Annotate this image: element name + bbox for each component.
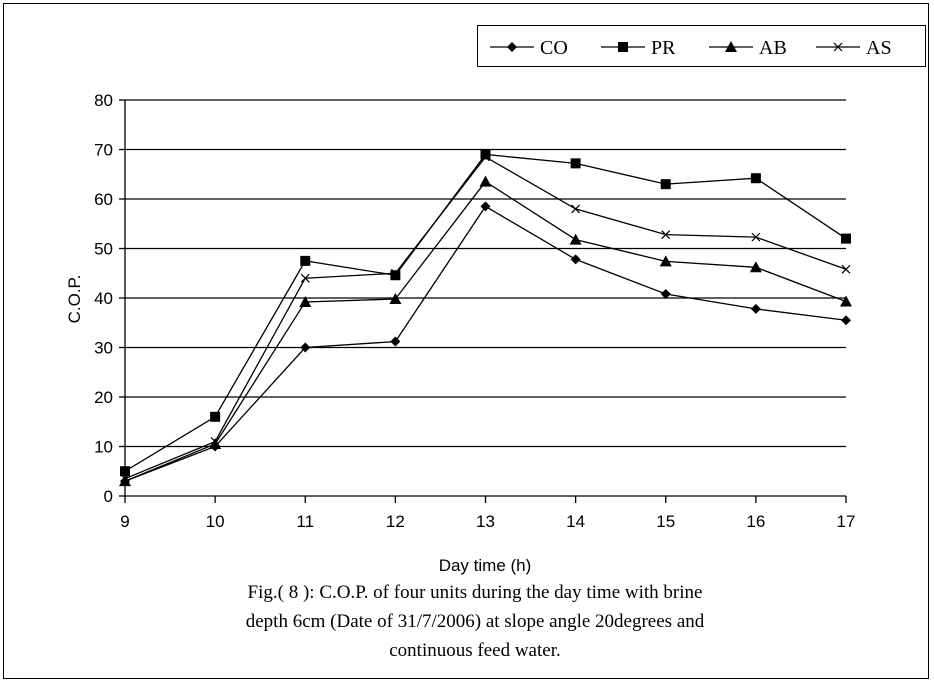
data-point-as <box>751 232 761 242</box>
data-point-co <box>390 336 401 347</box>
legend-marker-as <box>833 42 843 52</box>
x-tick-label: 10 <box>206 512 225 531</box>
data-point-as <box>390 268 400 278</box>
data-point-as <box>481 152 490 162</box>
data-point-pr <box>480 149 491 160</box>
series-ab <box>119 175 852 487</box>
caption-line-3: continuous feed water. <box>389 640 561 661</box>
x-tick-label: 16 <box>746 512 765 531</box>
data-point-pr <box>390 270 401 281</box>
caption-line-1: Fig.( 8 ): C.O.P. of four units during t… <box>247 582 703 603</box>
series-line-ab <box>124 180 847 482</box>
figure-frame <box>3 3 929 679</box>
data-point-ab <box>659 255 672 267</box>
figure-caption: Fig.( 8 ): C.O.P. of four units during t… <box>100 578 850 665</box>
data-point-ab <box>749 261 762 273</box>
y-tick-label: 20 <box>94 388 113 407</box>
data-point-ab <box>299 295 312 307</box>
data-point-as <box>841 264 851 274</box>
legend-items: CO PR AB AS <box>490 37 892 59</box>
y-tick-label: 50 <box>94 240 113 259</box>
legend-marker-ab <box>725 41 737 52</box>
data-point-pr <box>660 179 671 190</box>
data-point-as <box>571 204 581 214</box>
series-lines <box>119 149 852 487</box>
data-point-as <box>210 437 220 446</box>
legend-label-as: AS <box>866 37 892 59</box>
data-point-co <box>660 289 671 300</box>
x-tick-label: 15 <box>656 512 675 531</box>
y-tick-label: 30 <box>94 339 113 358</box>
data-point-pr <box>210 411 221 422</box>
legend-label-co: CO <box>540 37 568 59</box>
data-point-ab <box>119 475 131 487</box>
data-point-pr <box>570 158 581 169</box>
data-point-ab <box>389 292 402 304</box>
data-point-ab <box>479 175 492 187</box>
y-tick-label: 80 <box>94 91 113 110</box>
legend-marker-pr <box>618 42 628 52</box>
x-tick-label: 9 <box>120 512 129 531</box>
legend-label-pr: PR <box>651 37 676 59</box>
axes: 0 10 20 30 40 50 60 70 80 9 10 11 12 13 14 15 16 17 <box>94 91 855 531</box>
data-point-pr <box>300 255 311 266</box>
legend-marker-co <box>507 42 517 52</box>
data-point-co <box>841 315 851 326</box>
series-co <box>120 201 851 487</box>
data-point-co <box>570 254 581 265</box>
x-axis-label: Day time (h) <box>439 556 532 575</box>
x-tick-label: 12 <box>386 512 405 531</box>
y-tick-label: 70 <box>94 141 113 160</box>
x-tick-label: 14 <box>566 512 585 531</box>
x-tick-label: 11 <box>296 512 314 531</box>
legend-item-pr: PR <box>601 37 676 59</box>
data-point-pr <box>750 173 761 184</box>
series-as <box>120 152 851 484</box>
data-point-co <box>480 201 491 212</box>
x-tick-label: 17 <box>837 512 856 531</box>
legend-item-co: CO <box>490 37 568 59</box>
data-point-as <box>120 474 130 484</box>
legend-item-ab: AB <box>709 37 787 59</box>
data-point-ab <box>209 438 222 450</box>
data-point-co <box>750 303 761 314</box>
data-point-pr <box>120 466 130 477</box>
series-pr <box>120 149 851 477</box>
data-point-ab <box>569 233 582 245</box>
legend-item-as: AS <box>816 37 892 59</box>
legend: CO PR AB AS <box>477 25 926 67</box>
x-tick-label: 13 <box>476 512 495 531</box>
y-axis-label: C.O.P. <box>65 275 84 324</box>
data-point-as <box>661 230 671 240</box>
data-point-co <box>300 342 311 353</box>
caption-line-2: depth 6cm (Date of 31/7/2006) at slope a… <box>245 611 705 632</box>
legend-label-ab: AB <box>759 37 787 59</box>
data-point-pr <box>841 233 851 244</box>
data-point-as <box>300 273 310 283</box>
series-line-co <box>124 205 847 482</box>
y-tick-label: 10 <box>94 438 113 457</box>
y-tick-label: 0 <box>104 487 113 506</box>
data-point-ab <box>840 295 852 307</box>
y-tick-label: 60 <box>94 190 113 209</box>
y-tick-label: 40 <box>94 289 113 308</box>
